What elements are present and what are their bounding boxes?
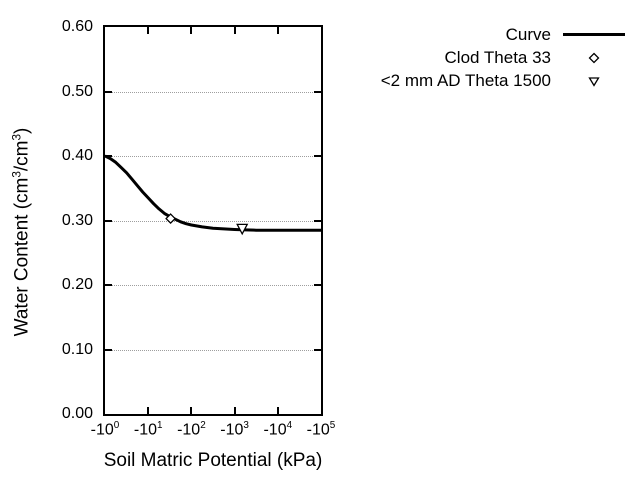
y-tick: [314, 219, 321, 222]
x-tick: [233, 27, 236, 34]
y-tick: [105, 348, 112, 351]
x-tick-label: -100: [90, 420, 120, 439]
triangle-down-marker-icon: [563, 75, 625, 87]
x-tick-label: -103: [220, 420, 249, 439]
x-tick-label: -105: [306, 420, 336, 439]
legend: Curve Clod Theta 33 <2 mm AD Theta 1500: [381, 23, 625, 92]
y-tick: [314, 90, 321, 93]
y-tick: [105, 155, 112, 157]
y-tick-label: 0.40: [61, 147, 93, 164]
x-tick: [276, 27, 279, 34]
y-tick: [105, 284, 112, 286]
legend-label-clod-theta-33: Clod Theta 33: [444, 47, 551, 67]
y-tick: [314, 284, 321, 286]
y-tick-label: 0.50: [61, 82, 93, 100]
plot-canvas: [105, 154, 321, 236]
x-axis-title: Soil Matric Potential (kPa): [103, 450, 323, 471]
y-tick: [105, 90, 112, 93]
x-tick: [190, 27, 193, 34]
legend-label-curve: Curve: [505, 24, 551, 44]
gridline: [105, 91, 321, 93]
y-tick-label: 0.30: [61, 211, 93, 229]
triangle-down-data-marker: [236, 223, 249, 236]
gridline: [105, 349, 321, 351]
x-tick-label: -101: [133, 420, 163, 439]
diamond-data-marker: [165, 213, 177, 224]
legend-item-clod-theta-33: Clod Theta 33: [381, 46, 625, 69]
legend-item-2mm-ad-theta-1500: <2 mm AD Theta 1500: [381, 69, 625, 92]
legend-item-curve: Curve: [381, 23, 625, 46]
y-tick-label: 0.20: [61, 276, 93, 293]
y-tick-label: 0.60: [61, 18, 93, 35]
x-tick: [233, 407, 236, 414]
diamond-marker-icon: [563, 52, 625, 64]
x-tick: [276, 407, 279, 414]
legend-label-2mm-ad-theta-1500: <2 mm AD Theta 1500: [380, 70, 551, 90]
gridline: [105, 156, 321, 157]
water-retention-curve: [105, 154, 321, 232]
x-tick: [190, 407, 193, 414]
x-tick-label: -104: [263, 420, 293, 439]
y-tick: [314, 348, 321, 351]
y-axis-title: Water Content (cm3/cm3): [10, 127, 33, 337]
gridline: [105, 220, 321, 222]
y-tick: [314, 155, 321, 157]
x-tick: [147, 27, 150, 34]
x-tick: [147, 407, 150, 414]
y-tick-label: 0.00: [61, 405, 93, 422]
y-tick: [105, 219, 112, 222]
gridline: [105, 285, 321, 286]
x-tick-label: -102: [177, 420, 206, 439]
y-tick-label: 0.10: [61, 340, 93, 358]
plot-area: [103, 25, 323, 416]
curve-line-sample-icon: [563, 33, 625, 36]
